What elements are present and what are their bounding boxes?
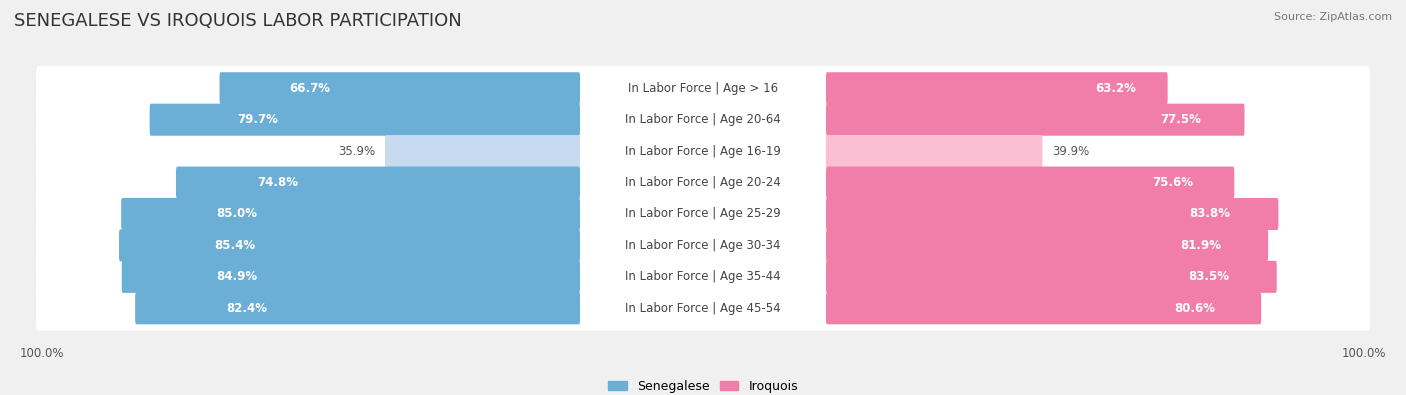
FancyBboxPatch shape [37,192,1369,236]
Text: In Labor Force | Age 30-34: In Labor Force | Age 30-34 [626,239,780,252]
Text: 83.5%: 83.5% [1188,270,1229,283]
FancyBboxPatch shape [825,261,1277,293]
FancyBboxPatch shape [176,167,581,199]
Legend: Senegalese, Iroquois: Senegalese, Iroquois [603,375,803,395]
Text: SENEGALESE VS IROQUOIS LABOR PARTICIPATION: SENEGALESE VS IROQUOIS LABOR PARTICIPATI… [14,12,461,30]
FancyBboxPatch shape [37,223,1369,268]
Text: 85.0%: 85.0% [217,207,257,220]
Bar [575,203,579,225]
Bar [827,140,831,162]
Text: 83.8%: 83.8% [1189,207,1230,220]
Text: 80.6%: 80.6% [1174,302,1216,315]
Text: 79.7%: 79.7% [238,113,278,126]
FancyBboxPatch shape [825,103,1244,136]
FancyBboxPatch shape [120,229,581,261]
FancyBboxPatch shape [219,72,581,104]
Text: 63.2%: 63.2% [1095,82,1136,95]
Text: In Labor Force | Age 20-24: In Labor Force | Age 20-24 [626,176,780,189]
FancyBboxPatch shape [121,198,581,230]
FancyBboxPatch shape [385,135,581,167]
Text: 77.5%: 77.5% [1160,113,1202,126]
Text: In Labor Force | Age > 16: In Labor Force | Age > 16 [628,82,778,95]
FancyBboxPatch shape [122,261,581,293]
Text: 39.9%: 39.9% [1052,145,1090,158]
Bar [827,77,831,100]
FancyBboxPatch shape [135,292,581,324]
Text: Source: ZipAtlas.com: Source: ZipAtlas.com [1274,12,1392,22]
Bar [827,297,831,320]
Bar [827,203,831,225]
Bar [827,171,831,194]
FancyBboxPatch shape [37,160,1369,205]
Bar [575,171,579,194]
Text: In Labor Force | Age 20-64: In Labor Force | Age 20-64 [626,113,780,126]
Text: 84.9%: 84.9% [217,270,257,283]
Bar [575,297,579,320]
Text: 74.8%: 74.8% [257,176,298,189]
FancyBboxPatch shape [825,229,1268,261]
Bar [575,77,579,100]
FancyBboxPatch shape [37,98,1369,142]
FancyBboxPatch shape [37,66,1369,111]
Text: 35.9%: 35.9% [339,145,375,158]
Text: In Labor Force | Age 16-19: In Labor Force | Age 16-19 [626,145,780,158]
Bar [575,265,579,288]
Bar [575,108,579,131]
FancyBboxPatch shape [37,286,1369,331]
Bar [575,140,579,162]
FancyBboxPatch shape [825,292,1261,324]
FancyBboxPatch shape [825,167,1234,199]
Text: 81.9%: 81.9% [1181,239,1222,252]
Text: 85.4%: 85.4% [214,239,256,252]
Text: In Labor Force | Age 45-54: In Labor Force | Age 45-54 [626,302,780,315]
FancyBboxPatch shape [37,129,1369,173]
Bar [575,234,579,257]
Text: In Labor Force | Age 35-44: In Labor Force | Age 35-44 [626,270,780,283]
Text: 82.4%: 82.4% [226,302,267,315]
Text: In Labor Force | Age 25-29: In Labor Force | Age 25-29 [626,207,780,220]
Text: 66.7%: 66.7% [290,82,330,95]
Text: 75.6%: 75.6% [1152,176,1192,189]
FancyBboxPatch shape [825,198,1278,230]
FancyBboxPatch shape [37,254,1369,299]
FancyBboxPatch shape [149,103,581,136]
FancyBboxPatch shape [825,135,1042,167]
Bar [827,234,831,257]
FancyBboxPatch shape [825,72,1167,104]
Bar [827,265,831,288]
Bar [827,108,831,131]
